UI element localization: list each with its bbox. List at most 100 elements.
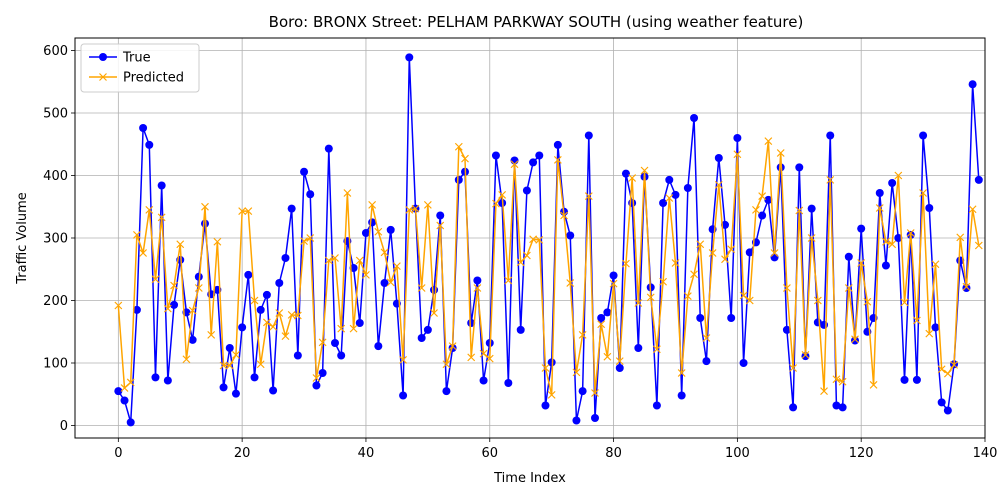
data-point-true [851, 336, 859, 345]
data-point-true [324, 144, 333, 153]
data-point-true [857, 224, 866, 233]
data-point-predicted [776, 149, 785, 157]
data-point-predicted [492, 199, 500, 208]
data-point-true [844, 252, 853, 261]
data-point-predicted [448, 342, 457, 351]
data-point-predicted [430, 309, 438, 317]
data-point-predicted [207, 330, 216, 339]
data-point-predicted [974, 241, 983, 250]
y-tick-label: 600 [43, 44, 68, 59]
data-point-predicted [256, 360, 265, 369]
data-point-predicted [764, 137, 773, 146]
data-point-true [399, 391, 408, 400]
data-point-true [120, 396, 129, 405]
data-point-predicted [566, 279, 575, 287]
data-point-predicted [820, 387, 828, 396]
x-tick-label: 0 [114, 446, 122, 461]
data-point-true [572, 416, 581, 425]
series-predicted [114, 137, 983, 399]
data-point-true [832, 401, 841, 410]
data-point-predicted [262, 318, 271, 327]
data-point-true [634, 344, 643, 352]
data-point-true [727, 314, 736, 322]
data-point-predicted [392, 262, 401, 271]
data-point-predicted [151, 275, 160, 284]
data-point-true [529, 158, 538, 167]
data-point-predicted [170, 281, 178, 290]
data-point-true [374, 342, 383, 351]
data-point-predicted [405, 205, 414, 214]
data-point-predicted [547, 390, 556, 399]
data-point-true [151, 373, 160, 382]
data-point-predicted [925, 329, 934, 338]
legend-box [80, 43, 200, 93]
data-point-predicted [244, 207, 253, 216]
data-point-predicted [813, 296, 822, 305]
data-point-true [894, 234, 903, 242]
data-point-true [361, 229, 370, 237]
data-point-true [714, 154, 723, 162]
data-point-true [739, 359, 748, 367]
data-point-predicted [163, 304, 172, 313]
data-point-predicted [572, 368, 581, 377]
data-point-true [943, 406, 952, 415]
data-point-predicted [696, 240, 705, 249]
data-point-true [157, 181, 166, 190]
data-point-true [962, 284, 971, 292]
data-point-predicted [281, 332, 290, 341]
data-point-true [269, 386, 278, 395]
data-point-predicted [504, 276, 513, 285]
x-tick-label: 20 [234, 446, 251, 461]
data-point-predicted [721, 255, 729, 264]
data-point-predicted [473, 284, 482, 292]
data-point-true [547, 358, 556, 367]
data-point-predicted [529, 235, 538, 244]
data-point-true [665, 175, 674, 184]
data-point-true [881, 261, 890, 270]
data-point-predicted [863, 297, 872, 306]
data-point-predicted [331, 254, 339, 262]
data-point-predicted [176, 240, 185, 249]
data-point-true [603, 308, 612, 317]
data-point-predicted [857, 259, 866, 267]
data-point-predicted [943, 369, 952, 378]
data-point-true [541, 401, 550, 410]
data-point-true [194, 272, 203, 281]
data-point-predicted [882, 237, 890, 246]
data-point-predicted [479, 349, 488, 358]
y-tick-label: 500 [43, 107, 68, 122]
data-point-predicted [485, 354, 494, 363]
data-point-predicted [355, 256, 364, 265]
axis-ticks: 0 20 40 60 80 100 120 140 0 100 200 300 400 500 600 [43, 44, 997, 461]
data-point-true [244, 270, 253, 279]
data-point-true [504, 379, 513, 387]
data-point-predicted [194, 284, 203, 292]
data-point-predicted [411, 204, 420, 213]
data-point-predicted [380, 248, 389, 257]
data-point-predicted [919, 189, 928, 197]
data-point-true [696, 314, 705, 322]
data-point-true [188, 335, 197, 344]
data-point-true [293, 351, 302, 360]
data-point-predicted [293, 311, 302, 320]
data-point-predicted [875, 204, 884, 212]
data-point-predicted [894, 171, 903, 180]
data-point-predicted [553, 155, 562, 164]
data-point-predicted [745, 296, 754, 305]
data-point-predicted [225, 361, 234, 370]
data-point-predicted [535, 235, 544, 244]
series-line-predicted [117, 140, 980, 396]
data-point-predicted [201, 202, 209, 211]
data-point-predicted [708, 249, 717, 257]
data-point-predicted [423, 200, 432, 209]
data-point-predicted [541, 364, 550, 372]
data-point-true [337, 351, 346, 360]
data-point-predicted [844, 284, 853, 292]
data-point-predicted [739, 291, 748, 300]
data-point-true [491, 151, 500, 160]
data-point-predicted [436, 221, 445, 230]
data-point-predicted [368, 200, 377, 209]
data-point-predicted [306, 234, 315, 242]
data-point-true [250, 373, 259, 382]
